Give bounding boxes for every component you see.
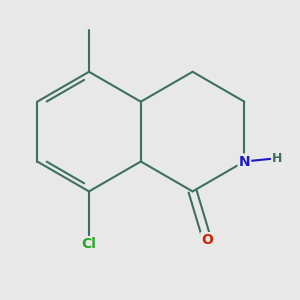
Text: N: N [238,154,250,169]
Text: H: H [272,152,282,165]
Text: O: O [201,233,213,247]
Text: Cl: Cl [82,237,96,251]
